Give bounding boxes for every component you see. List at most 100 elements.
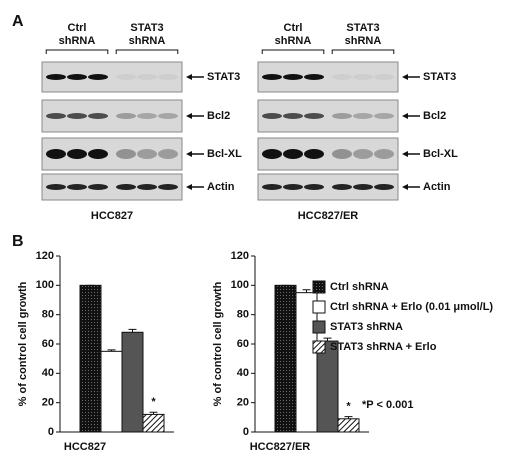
arrow-head	[402, 74, 408, 80]
error-bar	[344, 416, 353, 419]
y-tick-label: 80	[42, 309, 54, 321]
y-tick-label: 0	[48, 426, 54, 438]
y-tick-label: 60	[237, 338, 249, 350]
x-tick-label: HCC827	[64, 441, 106, 453]
bar	[142, 413, 165, 433]
y-tick-label: 80	[237, 309, 249, 321]
band	[116, 113, 136, 119]
band	[67, 113, 87, 119]
band	[332, 74, 352, 80]
band	[88, 113, 108, 119]
band	[374, 149, 394, 159]
footnote: *P < 0.001	[362, 399, 413, 411]
y-tick-label: 20	[42, 397, 54, 409]
band	[46, 149, 66, 159]
band	[332, 184, 352, 190]
arrow-head	[186, 74, 192, 80]
band	[374, 113, 394, 119]
row-label: Bcl-XL	[423, 148, 458, 160]
arrow-head	[186, 151, 192, 157]
significance-mark: *	[346, 401, 351, 413]
legend-label: STAT3 shRNA	[330, 321, 403, 333]
band	[67, 74, 87, 80]
bracket	[45, 49, 109, 54]
row-label: Actin	[207, 181, 235, 193]
bar	[295, 292, 318, 433]
y-tick-label: 120	[231, 250, 249, 262]
error-bar	[323, 337, 332, 342]
bracket	[261, 49, 325, 54]
band	[116, 184, 136, 190]
band	[88, 149, 108, 159]
lane-header: Ctrl	[284, 22, 303, 34]
error-bar	[128, 328, 137, 333]
band	[283, 74, 303, 80]
band	[304, 113, 324, 119]
arrow-head	[402, 113, 408, 119]
lane-header: shRNA	[275, 35, 312, 47]
bar	[316, 340, 339, 433]
bar	[79, 284, 102, 433]
row-label: Bcl-XL	[207, 148, 242, 160]
arrow-head	[186, 113, 192, 119]
legend-swatch	[312, 320, 326, 334]
y-axis-label: % of control cell growth	[212, 281, 224, 406]
band	[353, 149, 373, 159]
band	[46, 74, 66, 80]
y-tick-label: 120	[36, 250, 54, 262]
band	[116, 149, 136, 159]
error-bar	[149, 411, 158, 415]
legend-label: Ctrl shRNA	[330, 281, 389, 293]
band	[353, 74, 373, 80]
band	[283, 113, 303, 119]
lane-header: STAT3	[346, 22, 379, 34]
legend-swatch	[312, 280, 326, 294]
bar	[100, 350, 123, 433]
arrow-head	[402, 184, 408, 190]
y-tick-label: 40	[237, 367, 249, 379]
panel-label: A	[12, 13, 24, 30]
band	[46, 113, 66, 119]
band	[137, 184, 157, 190]
band	[137, 113, 157, 119]
band	[304, 184, 324, 190]
y-tick-label: 0	[243, 426, 249, 438]
y-axis-label: % of control cell growth	[17, 281, 29, 406]
row-label: STAT3	[207, 71, 240, 83]
error-bar	[302, 289, 311, 293]
row-label: Bcl2	[423, 110, 446, 122]
lane-header: shRNA	[345, 35, 382, 47]
bar	[337, 418, 360, 433]
arrow-head	[186, 184, 192, 190]
band	[262, 149, 282, 159]
band	[262, 184, 282, 190]
band	[332, 113, 352, 119]
legend-swatch	[312, 340, 326, 354]
band	[158, 113, 178, 119]
arrow-head	[402, 151, 408, 157]
bar	[274, 284, 297, 433]
band	[137, 74, 157, 80]
y-tick-label: 60	[42, 338, 54, 350]
cell-line-label: HCC827/ER	[298, 210, 359, 222]
band	[158, 74, 178, 80]
band	[283, 149, 303, 159]
panel-label: B	[12, 233, 24, 250]
lane-header: STAT3	[130, 22, 163, 34]
legend-swatch	[312, 300, 326, 314]
band	[158, 184, 178, 190]
band	[374, 184, 394, 190]
band	[67, 149, 87, 159]
significance-mark: *	[151, 396, 156, 408]
bracket	[331, 49, 395, 54]
y-tick-label: 100	[36, 279, 54, 291]
bracket	[115, 49, 179, 54]
band	[158, 149, 178, 159]
row-label: Actin	[423, 181, 451, 193]
legend-label: STAT3 shRNA + Erlo	[330, 341, 437, 353]
lane-header: shRNA	[59, 35, 96, 47]
error-bar	[107, 349, 116, 352]
y-tick-label: 20	[237, 397, 249, 409]
